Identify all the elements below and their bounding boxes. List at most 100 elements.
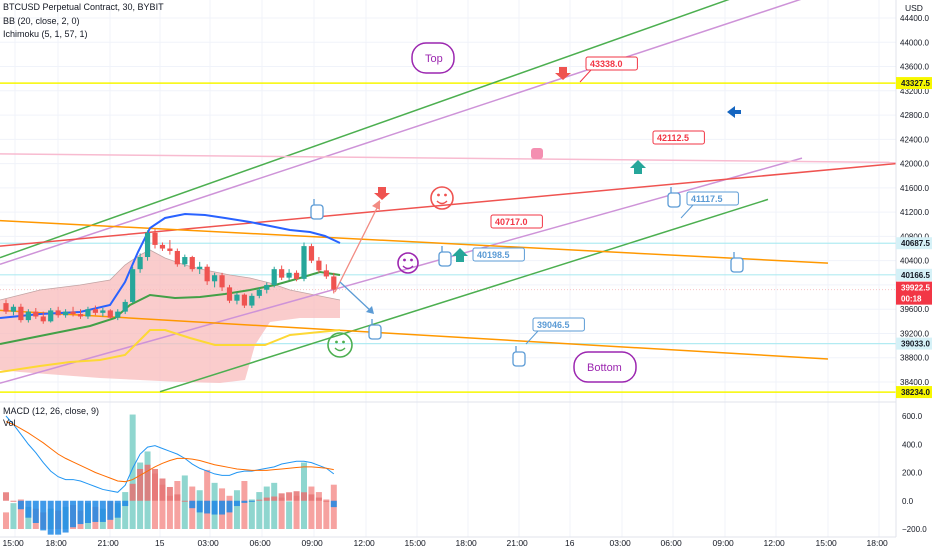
volume-bar <box>293 495 300 529</box>
channel-upper-pink <box>0 0 802 266</box>
macd-hist-bar <box>330 500 337 508</box>
channel-upper-green <box>0 0 730 259</box>
neutral-face-icon-eye <box>403 258 406 262</box>
volume-legend[interactable]: Vol <box>3 418 16 428</box>
macd-hist-bar <box>137 468 144 501</box>
macd-legend[interactable]: MACD (12, 26, close, 9) <box>3 406 100 416</box>
candle-body <box>331 276 337 290</box>
price-tick-label: 42000.0 <box>900 160 929 169</box>
volume-bar <box>233 490 240 529</box>
macd-hist-bar <box>40 500 47 531</box>
orange-line-upper <box>0 219 829 264</box>
volume-bar <box>263 486 270 529</box>
time-tick-label: 21:00 <box>507 538 529 548</box>
bb-legend[interactable]: BB (20, close, 2, 0) <box>3 16 80 26</box>
happy-face-icon-mouth <box>436 200 448 205</box>
hand-pointer-icon <box>730 257 744 273</box>
sad-face-icon-eye <box>335 340 338 344</box>
macd-hist-bar <box>25 500 32 518</box>
macd-hist-bar <box>55 500 62 535</box>
candle-body <box>100 310 106 313</box>
candle-body <box>40 316 46 322</box>
macd-tick-label: −200.0 <box>902 525 927 534</box>
candle-body <box>293 272 300 279</box>
volume-bar <box>166 495 173 529</box>
price-tick-label: 40400.0 <box>900 257 929 266</box>
price-tag-bg <box>896 281 932 294</box>
blue-left-arrow-icon <box>727 106 741 118</box>
callout-pointer <box>579 69 592 83</box>
candle-body <box>264 284 270 290</box>
macd-hist-bar <box>166 486 173 501</box>
volume-bar <box>174 481 181 529</box>
price-tick-label: 42800.0 <box>900 111 929 120</box>
neutral-face-icon-mouth <box>402 265 414 270</box>
candle-body <box>189 257 195 270</box>
symbol-title: BTCUSD Perpetual Contract, 30, BYBIT <box>3 2 164 12</box>
candle-body <box>308 246 315 261</box>
volume-bar <box>204 469 211 529</box>
macd-tick-label: 600.0 <box>902 412 923 421</box>
macd-hist-bar <box>233 500 240 507</box>
candle-body <box>279 269 285 278</box>
price-tick-label: 42400.0 <box>900 135 929 144</box>
candle-body <box>301 246 307 279</box>
candle-body <box>144 232 151 258</box>
macd-hist-bar <box>181 500 188 502</box>
currency-label: USD <box>905 3 923 13</box>
macd-hist-bar <box>315 497 322 501</box>
price-tag-bg <box>896 77 932 90</box>
macd-hist-bar <box>122 500 129 507</box>
callout-41117-box <box>686 191 739 206</box>
macd-hist-bar <box>99 500 106 522</box>
candles <box>3 229 337 324</box>
candle-body <box>25 311 31 321</box>
candle-body <box>152 232 158 245</box>
macd-hist-bar <box>77 500 84 525</box>
volume-bar <box>241 481 248 529</box>
price-tick-label: 39200.0 <box>900 329 929 338</box>
projection-down <box>339 281 373 313</box>
macd-hist-bar <box>152 468 158 501</box>
volume-bar <box>278 497 285 529</box>
horizontal-pink-line <box>0 153 897 164</box>
macd-hist-bar <box>323 500 330 502</box>
macd-hist-bar <box>84 500 91 523</box>
top-bubble <box>411 42 455 74</box>
time-tick-label: 06:00 <box>661 538 683 548</box>
macd-hist-bar <box>308 494 315 501</box>
projection-up <box>334 201 381 293</box>
volume-bar <box>271 482 278 529</box>
volume-bar <box>25 506 32 529</box>
macd-hist-bar <box>196 500 203 513</box>
time-tick-label: 18:00 <box>867 538 889 548</box>
candle-body <box>256 289 262 296</box>
price-tag-bg <box>896 237 932 250</box>
price-tag-bg <box>896 337 932 350</box>
happy-face-icon-eye <box>437 193 440 197</box>
signal-line <box>5 421 334 483</box>
time-tick-label: 15:00 <box>405 538 427 548</box>
time-tick-label: 09:00 <box>713 538 735 548</box>
green-up-arrow-icon <box>630 160 646 174</box>
price-tag-label: 39922.5 <box>901 284 930 293</box>
neutral-face-icon <box>397 252 419 274</box>
candle-body <box>130 269 136 302</box>
macd-hist-bar <box>144 464 151 501</box>
sad-face-icon-mouth <box>334 347 346 352</box>
candle-body <box>115 311 121 318</box>
macd-hist-bar <box>159 478 166 501</box>
macd-hist-bar <box>129 483 136 501</box>
price-tick-label: 43200.0 <box>900 87 929 96</box>
volume-bar <box>323 499 330 529</box>
candle-body <box>85 309 91 317</box>
price-tag-label: 00:18 <box>901 295 922 304</box>
price-tick-label: 44400.0 <box>900 14 929 23</box>
candle-body <box>107 310 113 318</box>
candle-body <box>18 306 24 321</box>
candle-body <box>33 311 39 317</box>
volume-bar <box>181 475 188 529</box>
neutral-face-icon-eye <box>410 258 413 262</box>
ichimoku-legend[interactable]: Ichimoku (5, 1, 57, 1) <box>3 29 88 39</box>
